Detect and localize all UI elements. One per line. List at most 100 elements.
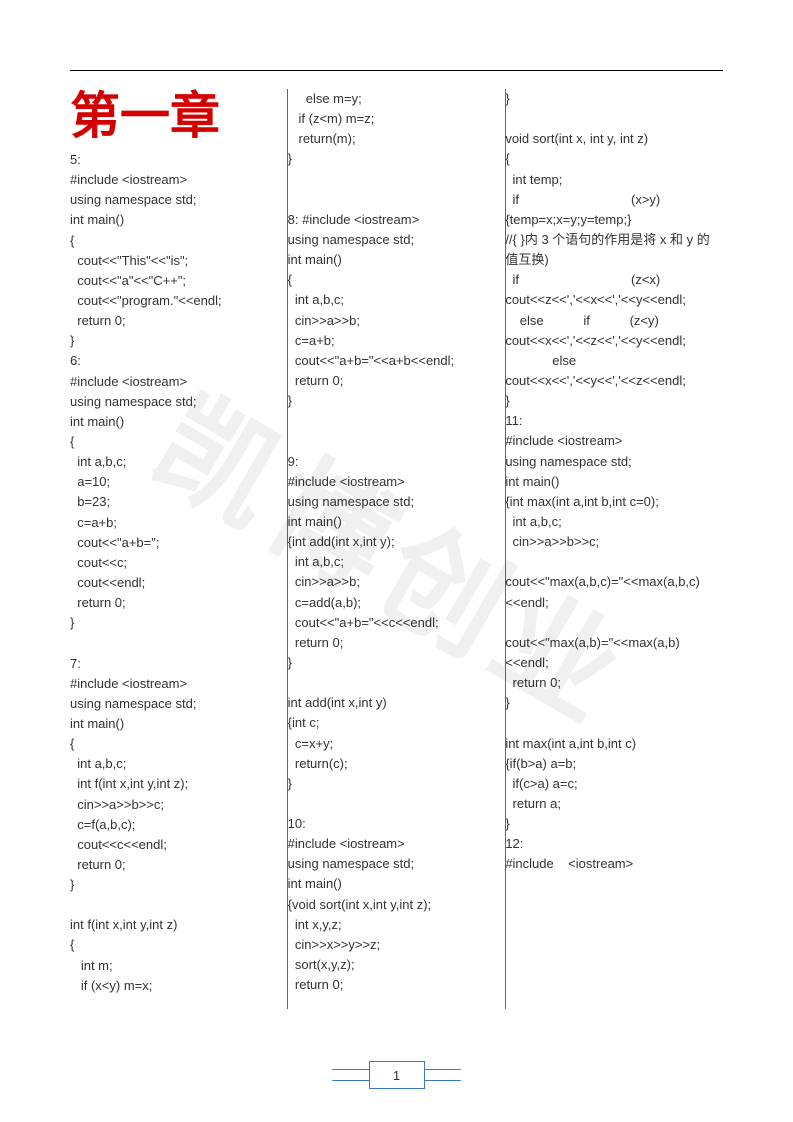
code-line: using namespace std; bbox=[70, 190, 288, 210]
code-line: c=add(a,b); bbox=[288, 593, 506, 613]
code-line: } bbox=[505, 814, 723, 834]
code-line bbox=[505, 109, 723, 129]
code-line: c=f(a,b,c); bbox=[70, 815, 288, 835]
page-number: 1 bbox=[393, 1068, 400, 1083]
code-line: } bbox=[505, 89, 723, 109]
code-line: int main() bbox=[288, 874, 506, 894]
code-line: int main() bbox=[288, 512, 506, 532]
code-line: int m; bbox=[70, 956, 288, 976]
code-line: cin>>a>>b>>c; bbox=[505, 532, 723, 552]
code-line: 10: bbox=[288, 814, 506, 834]
top-rule bbox=[70, 70, 723, 71]
code-line: #include <iostream> bbox=[288, 472, 506, 492]
code-line: return 0; bbox=[288, 371, 506, 391]
code-line: {if(b>a) a=b; bbox=[505, 754, 723, 774]
code-line: cin>>a>>b; bbox=[288, 572, 506, 592]
banner-ribbon-right bbox=[422, 1069, 462, 1081]
code-line: { bbox=[70, 231, 288, 251]
code-line: return 0; bbox=[70, 311, 288, 331]
code-line: cout<<"This"<<"is"; bbox=[70, 251, 288, 271]
code-line: using namespace std; bbox=[70, 392, 288, 412]
code-line: { bbox=[70, 734, 288, 754]
code-line: #include <iostream> bbox=[288, 834, 506, 854]
code-line: a=10; bbox=[70, 472, 288, 492]
code-line: using namespace std; bbox=[70, 694, 288, 714]
code-line bbox=[505, 613, 723, 633]
code-line: return(m); bbox=[288, 129, 506, 149]
code-line: {int c; bbox=[288, 713, 506, 733]
code-line: else m=y; bbox=[288, 89, 506, 109]
code-line: cin>>x>>y>>z; bbox=[288, 935, 506, 955]
code-line: cout<<c<<endl; bbox=[70, 835, 288, 855]
code-line: using namespace std; bbox=[505, 452, 723, 472]
code-line bbox=[288, 431, 506, 451]
code-line: return 0; bbox=[288, 975, 506, 995]
code-line: #include <iostream> bbox=[70, 372, 288, 392]
code-line: int main() bbox=[70, 210, 288, 230]
code-line: {int max(int a,int b,int c=0); bbox=[505, 492, 723, 512]
page-container: 凯博创业 第一章 5:#include <iostream>using name… bbox=[0, 0, 793, 1122]
code-line: int main() bbox=[70, 412, 288, 432]
code-line: 11: bbox=[505, 411, 723, 431]
code-line bbox=[70, 895, 288, 915]
code-line: int main() bbox=[288, 250, 506, 270]
code-line: if(c>a) a=c; bbox=[505, 774, 723, 794]
code-line: 8: #include <iostream> bbox=[288, 210, 506, 230]
code-line: 5: bbox=[70, 150, 288, 170]
code-line: return 0; bbox=[70, 855, 288, 875]
code-line: int add(int x,int y) bbox=[288, 693, 506, 713]
code-line: return(c); bbox=[288, 754, 506, 774]
code-line: int x,y,z; bbox=[288, 915, 506, 935]
code-line: } bbox=[288, 149, 506, 169]
code-line: c=a+b; bbox=[70, 513, 288, 533]
code-line: if (x>y) {temp=x;x=y;y=temp;} bbox=[505, 190, 723, 230]
code-line: int max(int a,int b,int c) bbox=[505, 734, 723, 754]
code-line: cout<<endl; bbox=[70, 573, 288, 593]
code-line: { bbox=[505, 149, 723, 169]
code-line: #include <iostream> bbox=[505, 854, 723, 874]
code-line: } bbox=[288, 391, 506, 411]
chapter-title: 第一章 bbox=[70, 89, 288, 144]
code-line: //{ }内 3 个语句的作用是将 x 和 y 的值互换) bbox=[505, 230, 723, 270]
code-line: { bbox=[288, 270, 506, 290]
code-line: else cout<<x<<','<<y<<','<<z<<endl; bbox=[505, 351, 723, 391]
code-line: return 0; bbox=[70, 593, 288, 613]
code-line: cout<<"program."<<endl; bbox=[70, 291, 288, 311]
code-line: void sort(int x, int y, int z) bbox=[505, 129, 723, 149]
code-line: int f(int x,int y,int z) bbox=[70, 915, 288, 935]
code-line: c=x+y; bbox=[288, 734, 506, 754]
code-line bbox=[505, 552, 723, 572]
page-number-box: 1 bbox=[369, 1061, 425, 1089]
code-line bbox=[288, 794, 506, 814]
code-line: 7: bbox=[70, 654, 288, 674]
code-line: } bbox=[288, 774, 506, 794]
code-line: {void sort(int x,int y,int z); bbox=[288, 895, 506, 915]
code-line: using namespace std; bbox=[288, 230, 506, 250]
code-line bbox=[70, 633, 288, 653]
code-line: } bbox=[288, 653, 506, 673]
code-line: return 0; bbox=[505, 673, 723, 693]
banner-ribbon-left bbox=[332, 1069, 372, 1081]
code-line: } bbox=[70, 613, 288, 633]
code-line: #include <iostream> bbox=[70, 674, 288, 694]
code-line: 9: bbox=[288, 452, 506, 472]
code-line: } bbox=[505, 391, 723, 411]
code-line bbox=[505, 713, 723, 733]
code-line: if (x<y) m=x; bbox=[70, 976, 288, 996]
code-line bbox=[288, 411, 506, 431]
code-line: return 0; bbox=[288, 633, 506, 653]
code-line: cout<<c; bbox=[70, 553, 288, 573]
code-line: cout<<"a+b="<<a+b<<endl; bbox=[288, 351, 506, 371]
code-line: cout<<"a+b="<<c<<endl; bbox=[288, 613, 506, 633]
code-line: int a,b,c; bbox=[288, 552, 506, 572]
code-line: using namespace std; bbox=[288, 492, 506, 512]
code-line: if (z<x) cout<<z<<','<<x<<','<<y<<endl; bbox=[505, 270, 723, 310]
code-line: int main() bbox=[505, 472, 723, 492]
code-line: cout<<"max(a,b)="<<max(a,b)<<endl; bbox=[505, 633, 723, 673]
code-line bbox=[288, 673, 506, 693]
code-line: else if (z<y) cout<<x<<','<<z<<','<<y<<e… bbox=[505, 311, 723, 351]
code-line: cout<<"a"<<"C++"; bbox=[70, 271, 288, 291]
code-line: cout<<"a+b="; bbox=[70, 533, 288, 553]
code-line bbox=[288, 190, 506, 210]
code-line: { bbox=[70, 432, 288, 452]
